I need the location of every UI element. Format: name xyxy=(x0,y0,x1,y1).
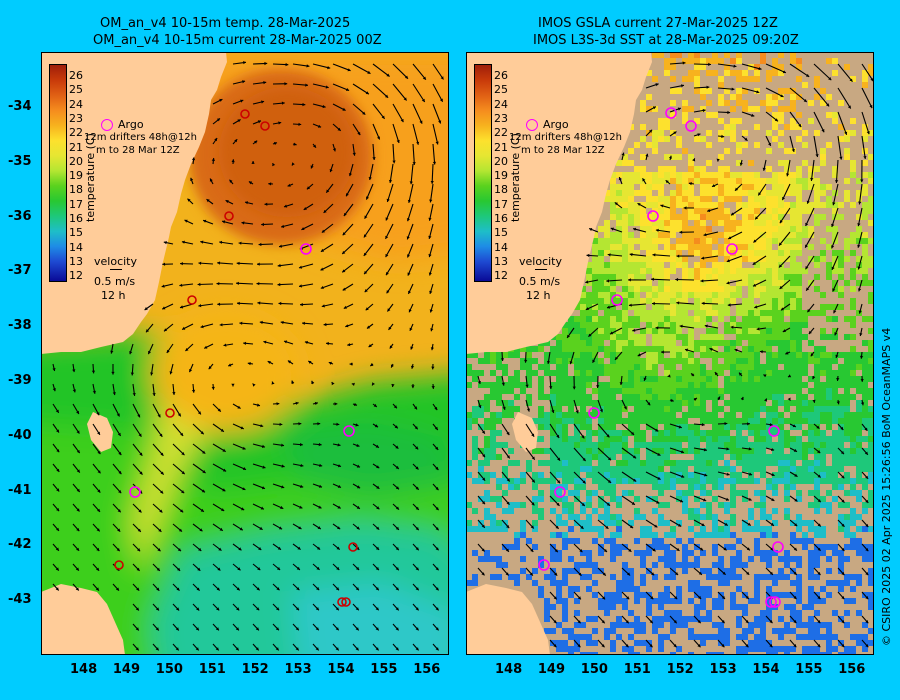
right-lon-label: 149 xyxy=(537,662,566,677)
right-lon-label: 148 xyxy=(495,662,523,677)
right-title-line1: IMOS GSLA current 27-Mar-2025 12Z xyxy=(538,16,778,31)
right-colorbar-tick: 12 xyxy=(494,269,508,283)
right-current-vectors xyxy=(477,61,874,648)
left-velocity-time: 12 h xyxy=(101,289,126,302)
left-map-svg xyxy=(41,52,449,655)
left-drifters-line2: m to 28 Mar 12Z xyxy=(96,145,180,156)
left-velocity-scale: 0.5 m/s xyxy=(94,275,136,288)
left-colorbar-tick: 14 xyxy=(69,240,83,254)
right-colorbar-tick: 18 xyxy=(494,183,508,197)
left-map-panel xyxy=(41,52,449,655)
lat-label: -37 xyxy=(8,263,32,279)
left-colorbar-tick: 12 xyxy=(69,269,83,283)
left-lon-label: 150 xyxy=(155,662,183,677)
right-colorbar-tick: 24 xyxy=(494,97,508,111)
right-argo-icon xyxy=(526,119,538,131)
left-colorbar-tick: 21 xyxy=(69,140,83,154)
lat-label: -39 xyxy=(8,373,32,388)
left-colorbar-tick: 17 xyxy=(69,197,83,211)
lat-label: -42 xyxy=(8,537,32,553)
left-lon-label: 149 xyxy=(112,662,141,677)
right-colorbar-tick: 22 xyxy=(494,126,508,140)
lat-label: -34 xyxy=(8,99,32,114)
right-lon-label: 154 xyxy=(752,662,780,677)
lat-label: -43 xyxy=(8,592,32,608)
left-colorbar-tick: 19 xyxy=(69,169,83,183)
right-map-svg xyxy=(466,52,874,655)
credit-text: © CSIRO 2025 02 Apr 2025 15:26:56 BoM Oc… xyxy=(880,327,893,646)
right-velocity-title: velocity xyxy=(519,255,562,268)
left-colorbar-tick: 25 xyxy=(69,83,83,97)
right-drifters-line2: m to 28 Mar 12Z xyxy=(521,145,605,156)
right-lon-label: 150 xyxy=(580,662,608,677)
right-colorbar-tick: 15 xyxy=(494,226,508,240)
right-colorbar-tick: 17 xyxy=(494,197,508,211)
left-title-line2: OM_an_v4 10-15m current 28-Mar-2025 00Z xyxy=(93,33,382,48)
lat-label: -36 xyxy=(8,208,32,224)
right-colorbar xyxy=(474,64,492,282)
left-current-vectors xyxy=(52,61,444,651)
right-map-panel xyxy=(466,52,874,655)
right-velocity-arrow xyxy=(535,269,547,270)
left-colorbar-tick: 18 xyxy=(69,183,83,197)
left-colorbar-tick: 20 xyxy=(69,154,83,168)
left-lon-label: 152 xyxy=(241,662,269,677)
right-colorbar-tick: 19 xyxy=(494,169,508,183)
right-colorbar-tick: 20 xyxy=(494,154,508,168)
left-colorbar-tick: 26 xyxy=(69,69,83,82)
right-colorbar-tick: 26 xyxy=(494,69,508,82)
right-velocity-scale: 0.5 m/s xyxy=(519,275,561,288)
left-lon-label: 151 xyxy=(198,662,226,677)
left-lon-label: 155 xyxy=(370,662,398,677)
right-lon-label: 153 xyxy=(709,662,737,677)
lat-label: -41 xyxy=(8,482,32,498)
left-velocity-arrow xyxy=(110,269,122,270)
left-colorbar-tick: 24 xyxy=(69,97,83,111)
left-colorbar-tick: 15 xyxy=(69,226,83,240)
right-colorbar-tick: 13 xyxy=(494,254,508,268)
right-colorbar-tick: 14 xyxy=(494,240,508,254)
left-argo-label: Argo xyxy=(118,118,144,131)
left-lon-label: 153 xyxy=(284,662,312,677)
right-lon-label: 155 xyxy=(795,662,823,677)
right-float-markers xyxy=(538,107,784,608)
right-velocity-time: 12 h xyxy=(526,289,551,302)
right-colorbar-tick: 16 xyxy=(494,212,508,225)
left-colorbar-tick: 22 xyxy=(69,126,83,140)
left-colorbar-tick: 16 xyxy=(69,212,83,225)
right-sst-pixels xyxy=(466,52,874,655)
left-colorbar xyxy=(49,64,67,282)
left-drifters-line1: 12m drifters 48h@12h xyxy=(84,132,197,143)
lat-label: -40 xyxy=(8,427,32,443)
left-colorbar-tick: 13 xyxy=(69,254,83,268)
right-colorbar-tick: 23 xyxy=(494,111,508,125)
left-lon-label: 148 xyxy=(70,662,98,677)
left-lon-label: 154 xyxy=(327,662,355,677)
left-colorbar-tick: 23 xyxy=(69,111,83,125)
right-title-line2: IMOS L3S-3d SST at 28-Mar-2025 09:20Z xyxy=(533,33,799,48)
left-argo-icon xyxy=(101,119,113,131)
left-title-line1: OM_an_v4 10-15m temp. 28-Mar-2025 xyxy=(100,16,351,31)
left-velocity-title: velocity xyxy=(94,255,137,268)
left-float-markers xyxy=(114,109,358,607)
right-colorbar-tick: 21 xyxy=(494,140,508,154)
lat-label: -35 xyxy=(8,153,32,169)
right-drifters-line1: 12m drifters 48h@12h xyxy=(509,132,622,143)
right-lon-label: 156 xyxy=(838,662,866,677)
left-lon-label: 156 xyxy=(413,662,441,677)
right-lon-label: 151 xyxy=(623,662,651,677)
right-argo-label: Argo xyxy=(543,118,569,131)
right-lon-label: 152 xyxy=(666,662,694,677)
right-colorbar-tick: 25 xyxy=(494,83,508,97)
lat-label: -38 xyxy=(8,318,32,334)
